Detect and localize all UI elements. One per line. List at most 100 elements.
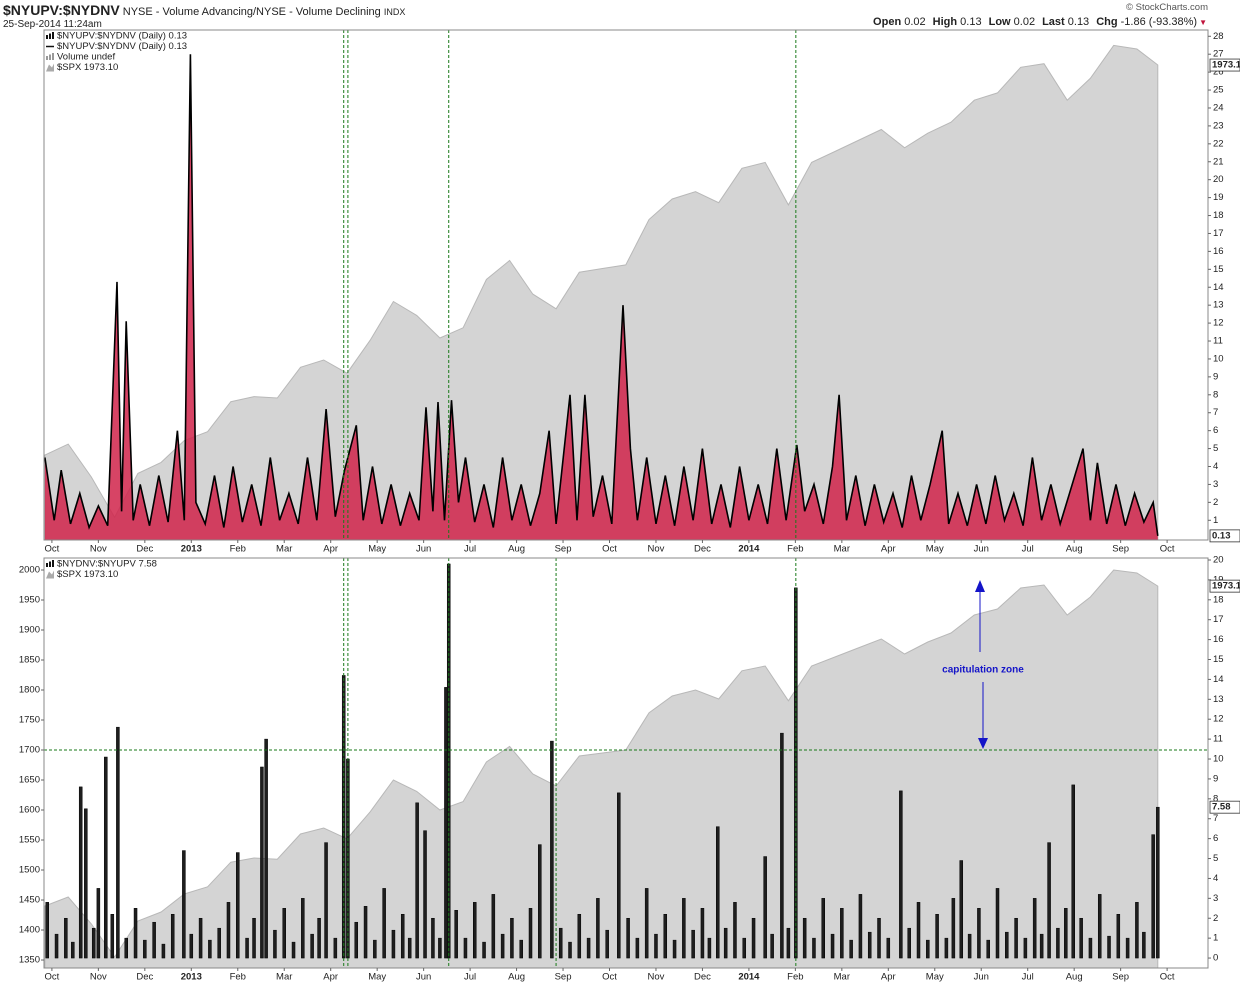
x-tick-label: Oct bbox=[1160, 544, 1175, 555]
bar bbox=[538, 844, 542, 959]
spx-area bbox=[44, 44, 1159, 540]
bar bbox=[867, 931, 872, 959]
x-tick-label: Mar bbox=[834, 972, 850, 982]
x-tick-label: May bbox=[926, 544, 944, 555]
bar bbox=[786, 927, 791, 959]
legend-icon bbox=[52, 53, 54, 60]
y2-tick-label: 16 bbox=[1213, 246, 1224, 257]
bar bbox=[899, 790, 903, 959]
bar bbox=[802, 917, 807, 959]
bar bbox=[407, 937, 412, 959]
bar bbox=[977, 908, 981, 959]
bar bbox=[1125, 937, 1130, 959]
y2-tick-label: 9 bbox=[1213, 773, 1218, 784]
y-tick-label: 1600 bbox=[19, 805, 40, 816]
y2-tick-label: 13 bbox=[1213, 694, 1224, 705]
bar bbox=[45, 902, 50, 959]
legend-label: $NYUPV:$NYDNV (Daily) 0.13 bbox=[57, 31, 187, 42]
x-tick-label: Nov bbox=[648, 544, 665, 555]
symbol: $NYUPV:$NYDNV bbox=[3, 2, 120, 18]
legend-label: Volume undef bbox=[57, 52, 115, 63]
quote-bar: Open 0.02 High 0.13 Low 0.02 Last 0.13 Chg -… bbox=[866, 16, 1207, 28]
y2-tick-label: 2 bbox=[1213, 913, 1218, 924]
x-tick-label: 2013 bbox=[181, 544, 202, 555]
x-tick-label: 2014 bbox=[738, 544, 760, 555]
x-tick-label: Mar bbox=[276, 544, 292, 555]
bar bbox=[472, 902, 477, 959]
bar bbox=[558, 927, 563, 959]
y2-tick-label: 4 bbox=[1213, 461, 1218, 472]
y2-tick-label: 23 bbox=[1213, 120, 1224, 131]
bar bbox=[252, 917, 256, 959]
x-tick-label: Oct bbox=[45, 972, 60, 982]
legend-label: $SPX 1973.10 bbox=[57, 569, 118, 580]
bar bbox=[586, 937, 591, 959]
bar bbox=[1156, 806, 1160, 959]
x-tick-label: Apr bbox=[323, 544, 338, 555]
bar bbox=[198, 917, 203, 959]
bar bbox=[1032, 898, 1037, 959]
quote-value: 0.13 bbox=[960, 16, 982, 28]
bar bbox=[96, 888, 101, 959]
x-tick-label: Sep bbox=[1112, 972, 1129, 982]
y2-tick-label: 18 bbox=[1213, 210, 1224, 221]
bar bbox=[182, 850, 186, 959]
bar bbox=[944, 937, 949, 959]
annotation-text: capitulation zone bbox=[942, 665, 1024, 676]
bar bbox=[877, 917, 881, 959]
bar bbox=[1088, 937, 1093, 959]
bar bbox=[400, 914, 405, 959]
bar bbox=[916, 902, 921, 959]
y2-tick-label: 15 bbox=[1213, 654, 1224, 665]
bar bbox=[510, 917, 514, 959]
bar bbox=[840, 908, 844, 959]
annotation-arrowhead bbox=[978, 738, 988, 749]
x-tick-label: Jun bbox=[974, 544, 989, 555]
y2-tick-label: 4 bbox=[1213, 873, 1218, 884]
y2-tick-label: 3 bbox=[1213, 479, 1218, 490]
y2-tick-label: 25 bbox=[1213, 85, 1224, 96]
bar bbox=[245, 937, 249, 959]
bar bbox=[707, 937, 712, 959]
y2-tick-label: 13 bbox=[1213, 300, 1224, 311]
timestamp: 25-Sep-2014 11:24am bbox=[3, 19, 102, 30]
exchange: INDX bbox=[383, 7, 406, 17]
bar bbox=[700, 908, 705, 959]
y-tick-label: 1800 bbox=[19, 685, 40, 696]
bar bbox=[907, 927, 911, 959]
bar bbox=[301, 898, 305, 959]
bar bbox=[382, 888, 386, 959]
x-tick-label: May bbox=[368, 544, 386, 555]
y2-tick-label: 9 bbox=[1213, 371, 1218, 382]
last-value-label: 7.58 bbox=[1212, 802, 1231, 813]
x-tick-label: Jul bbox=[1022, 972, 1034, 982]
x-tick-label: May bbox=[368, 972, 386, 982]
bar bbox=[491, 894, 496, 959]
quote-pct: (-93.38%) bbox=[1148, 16, 1198, 28]
last-value-label: 1973.1 bbox=[1212, 60, 1240, 71]
x-tick-label: Nov bbox=[648, 972, 665, 982]
bar bbox=[1151, 834, 1155, 959]
x-tick-label: Apr bbox=[323, 972, 338, 982]
bar bbox=[780, 732, 784, 959]
quote-label: Last bbox=[1042, 16, 1065, 28]
bar bbox=[849, 939, 853, 959]
y2-tick-label: 3 bbox=[1213, 893, 1218, 904]
bar bbox=[763, 856, 767, 959]
bar bbox=[1116, 914, 1121, 959]
bar bbox=[654, 933, 658, 959]
bar bbox=[1056, 927, 1060, 959]
y2-tick-label: 1 bbox=[1213, 933, 1218, 944]
x-tick-label: Jul bbox=[464, 972, 476, 982]
bar bbox=[1014, 917, 1018, 959]
bar bbox=[528, 908, 533, 959]
legend-icon bbox=[49, 33, 51, 39]
quote-value: 0.02 bbox=[904, 16, 926, 28]
x-tick-label: Jun bbox=[974, 972, 989, 982]
bar bbox=[770, 933, 774, 959]
plot-frame bbox=[43, 29, 1209, 541]
y2-tick-label: 22 bbox=[1213, 138, 1224, 149]
y2-tick-label: 6 bbox=[1213, 833, 1218, 844]
spx-area bbox=[44, 569, 1159, 968]
